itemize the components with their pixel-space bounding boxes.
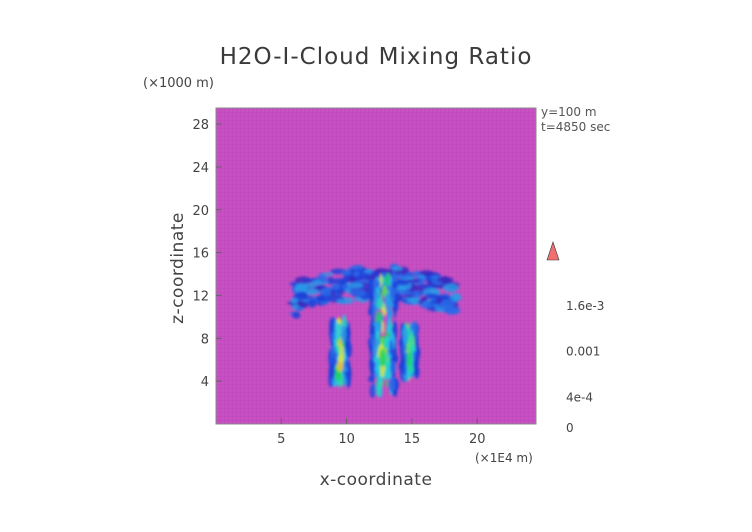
x-tick-label: 15 <box>404 432 421 447</box>
y-tick-label: 20 <box>192 204 209 219</box>
colorbar-tick-label: 4e-4 <box>566 391 593 405</box>
y-tick-label: 4 <box>201 375 209 390</box>
x-tick-label: 5 <box>277 432 285 447</box>
colorbar-tick-label: 0 <box>566 421 574 435</box>
cloud-anvil <box>287 263 462 319</box>
colorbar-tick-label: 0.001 <box>566 345 600 359</box>
annotation-time: t=4850 sec <box>541 120 611 134</box>
x-axis-unit: (×1E4 m) <box>475 451 533 465</box>
y-tick-label: 12 <box>192 289 209 304</box>
y-tick-label: 16 <box>192 247 209 262</box>
x-tick-label: 20 <box>469 432 486 447</box>
x-tick-label: 10 <box>338 432 355 447</box>
cloud-left-core <box>328 314 353 389</box>
cloud-field <box>287 263 462 398</box>
y-axis-unit: (×1000 m) <box>143 76 214 91</box>
annotation-y-position: y=100 m <box>541 105 597 119</box>
y-tick-label: 28 <box>192 118 209 133</box>
colorbar-tick-label: 1.6e-3 <box>566 299 604 313</box>
x-axis-label: x-coordinate <box>319 470 433 490</box>
colorbar: 0 4e-4 0.001 1.6e-3 <box>546 241 604 435</box>
cloud-central-core <box>367 270 400 398</box>
axes: 5 10 15 20 4 8 12 16 20 24 28 <box>192 118 485 447</box>
chart-title: H2O-I-Cloud Mixing Ratio <box>219 44 533 70</box>
y-tick-label: 24 <box>192 161 209 176</box>
cloud-right-core <box>398 320 421 383</box>
plot-frame <box>215 107 537 425</box>
y-tick-label: 8 <box>201 332 209 347</box>
colorbar-extend-arrow <box>546 241 560 261</box>
